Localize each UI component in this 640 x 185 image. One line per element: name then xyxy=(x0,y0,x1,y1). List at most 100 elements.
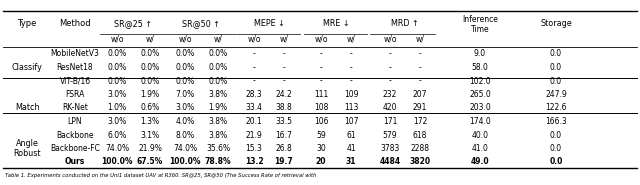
Text: 106: 106 xyxy=(314,117,328,126)
Text: -: - xyxy=(388,77,392,85)
Text: 0.0%: 0.0% xyxy=(140,63,159,72)
Text: 0.0%: 0.0% xyxy=(140,50,159,58)
Text: 20.1: 20.1 xyxy=(246,117,262,126)
Text: -: - xyxy=(388,50,392,58)
Text: 0.0%: 0.0% xyxy=(140,77,159,85)
Text: 0.0: 0.0 xyxy=(550,130,562,139)
Text: 38.8: 38.8 xyxy=(276,103,292,112)
Text: 0.0%: 0.0% xyxy=(108,50,127,58)
Text: 41.0: 41.0 xyxy=(472,144,488,153)
Text: 1.0%: 1.0% xyxy=(108,103,127,112)
Text: 3.8%: 3.8% xyxy=(209,117,228,126)
Text: 100.0%: 100.0% xyxy=(101,157,132,166)
Text: Classify: Classify xyxy=(12,63,42,72)
Text: Angle
Robust: Angle Robust xyxy=(13,139,41,158)
Text: w/: w/ xyxy=(415,34,424,43)
Text: 0.0: 0.0 xyxy=(550,77,562,85)
Text: 3.8%: 3.8% xyxy=(209,130,228,139)
Text: -: - xyxy=(419,50,421,58)
Text: 33.4: 33.4 xyxy=(246,103,262,112)
Text: 113: 113 xyxy=(344,103,358,112)
Text: 74.0%: 74.0% xyxy=(173,144,197,153)
Text: 8.0%: 8.0% xyxy=(175,130,195,139)
Text: 59: 59 xyxy=(316,130,326,139)
Text: 111: 111 xyxy=(314,90,328,99)
Text: RK-Net: RK-Net xyxy=(62,103,88,112)
Text: w/: w/ xyxy=(214,34,223,43)
Text: 166.3: 166.3 xyxy=(545,117,567,126)
Text: 0.0%: 0.0% xyxy=(175,50,195,58)
Text: 618: 618 xyxy=(413,130,427,139)
Text: w/o: w/o xyxy=(247,34,260,43)
Text: 0.0%: 0.0% xyxy=(209,77,228,85)
Text: 58.0: 58.0 xyxy=(472,63,488,72)
Text: 3.1%: 3.1% xyxy=(140,130,159,139)
Text: w/: w/ xyxy=(145,34,154,43)
Text: ResNet18: ResNet18 xyxy=(57,63,93,72)
Text: Storage: Storage xyxy=(540,19,572,28)
Text: Time: Time xyxy=(470,24,490,33)
Text: 0.0: 0.0 xyxy=(549,157,563,166)
Text: 1.9%: 1.9% xyxy=(140,90,159,99)
Text: MRD ↑: MRD ↑ xyxy=(391,19,419,28)
Text: 2288: 2288 xyxy=(410,144,429,153)
Text: Inference: Inference xyxy=(462,16,498,24)
Text: -: - xyxy=(349,63,353,72)
Text: 172: 172 xyxy=(413,117,427,126)
Text: Type: Type xyxy=(17,19,36,28)
Text: 203.0: 203.0 xyxy=(469,103,491,112)
Text: w/: w/ xyxy=(280,34,289,43)
Text: 21.9: 21.9 xyxy=(246,130,262,139)
Text: 3.0%: 3.0% xyxy=(108,90,127,99)
Text: -: - xyxy=(253,50,255,58)
Text: 207: 207 xyxy=(413,90,428,99)
Text: 102.0: 102.0 xyxy=(469,77,491,85)
Text: 1.3%: 1.3% xyxy=(140,117,159,126)
Text: w/: w/ xyxy=(347,34,355,43)
Text: 15.3: 15.3 xyxy=(246,144,262,153)
Text: w/o: w/o xyxy=(179,34,192,43)
Text: 174.0: 174.0 xyxy=(469,117,491,126)
Text: -: - xyxy=(319,50,323,58)
Text: 30: 30 xyxy=(316,144,326,153)
Text: 232: 232 xyxy=(383,90,397,99)
Text: 61: 61 xyxy=(346,130,356,139)
Text: Match: Match xyxy=(15,103,39,112)
Text: 247.9: 247.9 xyxy=(545,90,567,99)
Text: 579: 579 xyxy=(383,130,397,139)
Text: -: - xyxy=(419,63,421,72)
Text: 31: 31 xyxy=(346,157,356,166)
Text: 1.9%: 1.9% xyxy=(209,103,228,112)
Text: -: - xyxy=(283,77,285,85)
Text: 4484: 4484 xyxy=(380,157,401,166)
Text: 107: 107 xyxy=(344,117,358,126)
Text: 122.6: 122.6 xyxy=(545,103,567,112)
Text: MobileNetV3: MobileNetV3 xyxy=(51,50,99,58)
Text: LPN: LPN xyxy=(68,117,83,126)
Text: 4.0%: 4.0% xyxy=(175,117,195,126)
Text: Backbone-FC: Backbone-FC xyxy=(50,144,100,153)
Text: Ours: Ours xyxy=(65,157,85,166)
Text: w/o: w/o xyxy=(314,34,328,43)
Text: -: - xyxy=(388,63,392,72)
Text: 291: 291 xyxy=(413,103,427,112)
Text: 40.0: 40.0 xyxy=(472,130,488,139)
Text: 109: 109 xyxy=(344,90,358,99)
Text: MRE ↓: MRE ↓ xyxy=(323,19,349,28)
Text: 26.8: 26.8 xyxy=(276,144,292,153)
Text: 35.6%: 35.6% xyxy=(206,144,230,153)
Text: 9.0: 9.0 xyxy=(474,50,486,58)
Text: 33.5: 33.5 xyxy=(275,117,292,126)
Text: 6.0%: 6.0% xyxy=(108,130,127,139)
Text: 0.0: 0.0 xyxy=(550,63,562,72)
Text: -: - xyxy=(253,77,255,85)
Text: Table 1. Experiments conducted on the Uni1 dataset UAV at R360. SR@25, SR@50 (Th: Table 1. Experiments conducted on the Un… xyxy=(5,174,316,179)
Text: 0.0%: 0.0% xyxy=(108,77,127,85)
Text: 420: 420 xyxy=(383,103,397,112)
Text: 49.0: 49.0 xyxy=(470,157,490,166)
Text: 3783: 3783 xyxy=(380,144,400,153)
Text: 74.0%: 74.0% xyxy=(105,144,129,153)
Text: 100.0%: 100.0% xyxy=(169,157,201,166)
Text: 171: 171 xyxy=(383,117,397,126)
Text: 7.0%: 7.0% xyxy=(175,90,195,99)
